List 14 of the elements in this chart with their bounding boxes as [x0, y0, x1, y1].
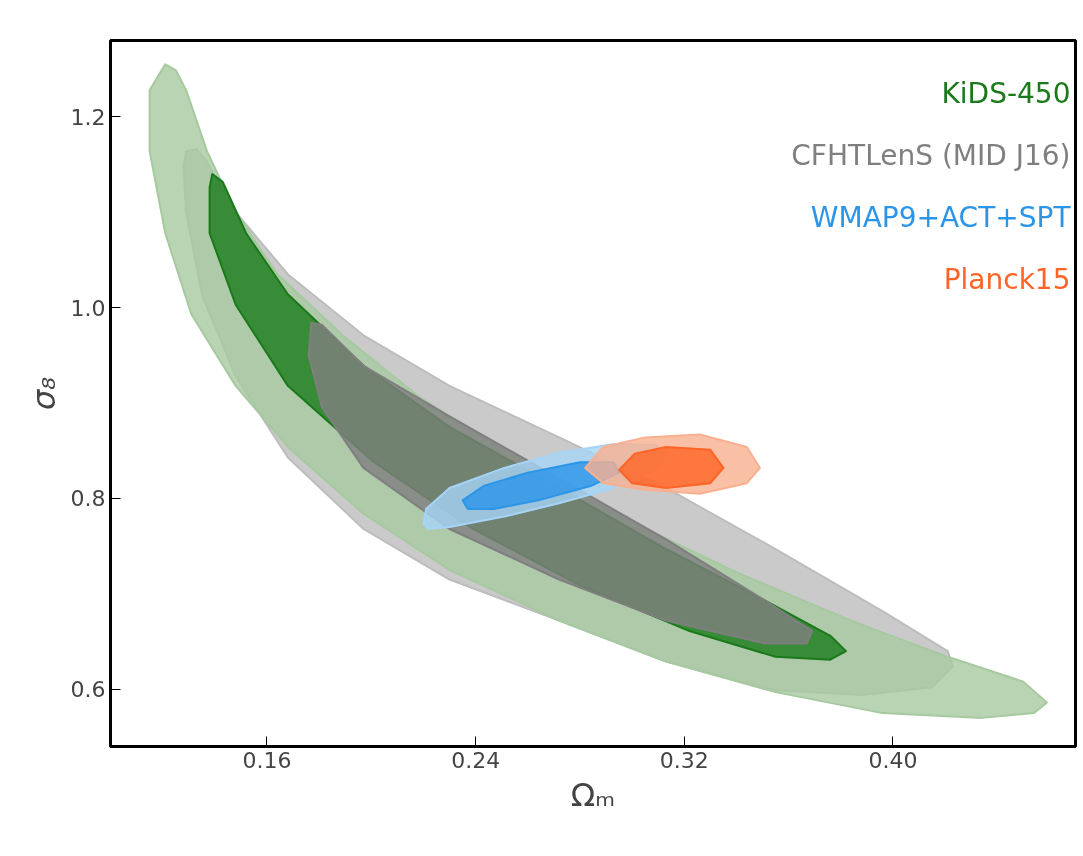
text: Planck15 [943, 263, 1071, 296]
y-tick-label: 0.6 [70, 677, 106, 703]
x-tick-label: 0.16 [242, 747, 292, 773]
x-tick-label: 0.40 [868, 747, 918, 773]
y-tick-label: 0.8 [70, 486, 106, 512]
text: WMAP9+ACT+SPT [810, 201, 1072, 234]
x-tick-label: 0.24 [451, 747, 501, 773]
y-tick-label: 1.2 [70, 104, 106, 130]
y-axis-title: σ₈ [24, 376, 63, 411]
text: CFHTLenS (MID J16) [791, 139, 1071, 172]
y-tick-label: 1.0 [70, 295, 106, 321]
x-axis-title: Ωₘ [570, 775, 616, 814]
text: KiDS-450 [941, 77, 1071, 110]
x-tick-label: 0.32 [659, 747, 709, 773]
